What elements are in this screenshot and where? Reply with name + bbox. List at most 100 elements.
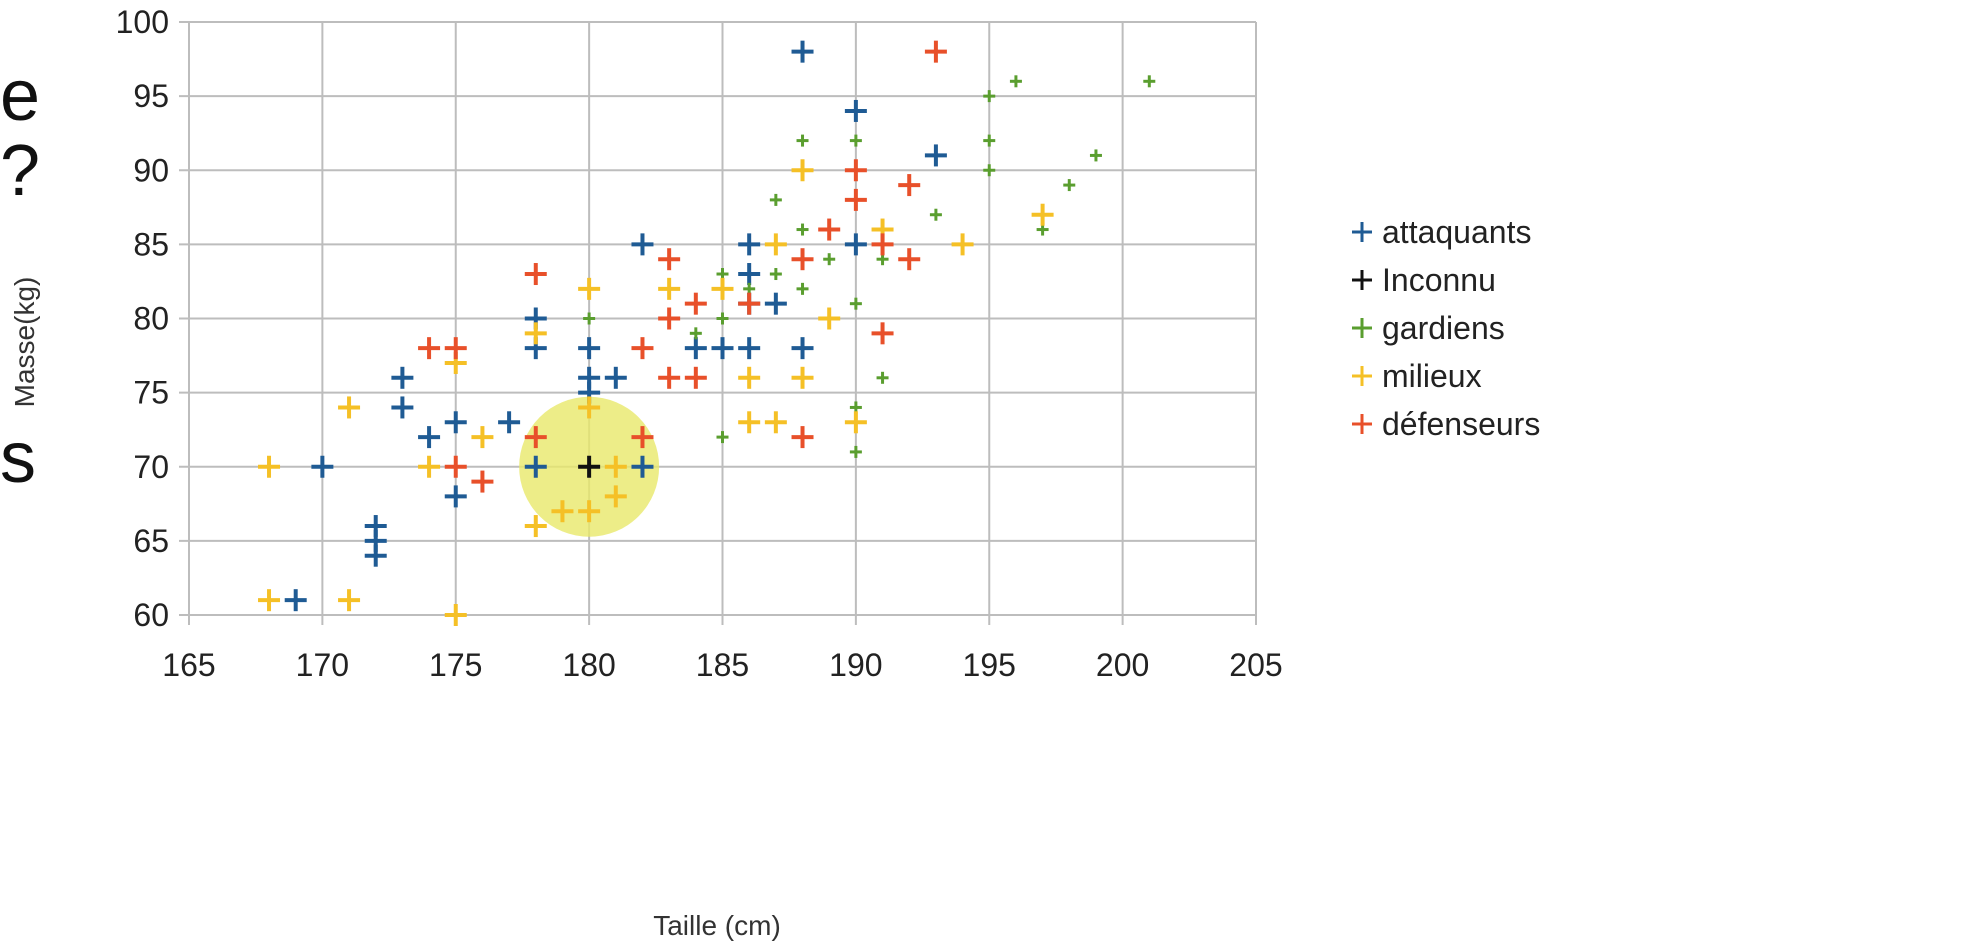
data-point [689,327,702,340]
data-point [284,589,307,612]
data-point [791,159,814,182]
data-point [983,90,996,103]
data-point [849,134,862,147]
data-points [258,40,1156,626]
y-tick-label: 85 [133,226,169,262]
data-point [769,193,782,206]
x-tick-label: 195 [963,647,1016,683]
y-tick-label: 75 [133,375,169,411]
data-point [738,366,761,389]
data-point [711,277,734,300]
data-point [796,282,809,295]
data-point [604,485,627,508]
data-point [658,366,681,389]
data-point [631,337,654,360]
data-point [876,371,889,384]
legend-marker [1352,366,1372,386]
data-point [444,411,467,434]
data-point [818,307,841,330]
data-point [844,411,867,434]
data-point [258,455,281,478]
data-point [684,366,707,389]
data-point [849,297,862,310]
x-tick-label: 175 [429,647,482,683]
data-point [604,455,627,478]
data-point [716,431,729,444]
data-point [524,263,547,286]
data-point [764,233,787,256]
left-text-fragments: e ? s [0,56,40,498]
data-point [924,40,947,63]
data-point [444,455,467,478]
data-point [338,589,361,612]
data-point [418,455,441,478]
data-point [764,411,787,434]
data-point [631,426,654,449]
data-point [716,312,729,325]
data-point [578,277,601,300]
y-tick-label: 90 [133,152,169,188]
data-point [578,337,601,360]
data-point [844,159,867,182]
data-point [791,337,814,360]
y-tick-label: 70 [133,449,169,485]
x-tick-label: 180 [562,647,615,683]
data-point [738,411,761,434]
data-point [311,455,334,478]
data-point [604,366,627,389]
data-point [844,233,867,256]
x-tick-label: 200 [1096,647,1149,683]
data-point [524,426,547,449]
data-point [1063,179,1076,192]
x-tick-label: 205 [1229,647,1282,683]
data-point [684,292,707,315]
data-point [791,426,814,449]
legend-marker [1352,222,1372,242]
data-point [524,455,547,478]
data-point [1031,203,1054,226]
data-point [364,544,387,567]
data-point [631,233,654,256]
data-point [418,426,441,449]
x-tick-labels: 165 170 175 180 185 190 195 200 205 [162,647,1282,683]
data-point [471,470,494,493]
data-point [658,307,681,330]
text-fragment-e: e [0,56,40,136]
data-point [924,144,947,167]
data-point [578,455,601,478]
data-point [898,248,921,271]
data-point [338,396,361,419]
data-point [849,445,862,458]
data-point [524,322,547,345]
data-point [658,277,681,300]
x-tick-label: 165 [162,647,215,683]
y-tick-labels: 60 65 70 75 80 85 90 95 100 [116,4,169,633]
data-point [631,455,654,478]
data-point [844,99,867,122]
legend-label: gardiens [1382,310,1505,346]
data-point [818,218,841,241]
data-point [871,322,894,345]
data-point [391,366,414,389]
data-point [658,248,681,271]
legend-marker [1352,318,1372,338]
data-point [791,40,814,63]
legend-label: attaquants [1382,214,1531,250]
data-point [823,253,836,266]
legend-marker [1352,414,1372,434]
data-point [898,174,921,197]
y-tick-label: 60 [133,597,169,633]
data-point [1089,149,1102,162]
legend: attaquants Inconnu gardiens milieux défenseu… [1352,214,1540,442]
data-point [738,292,761,315]
y-tick-label: 95 [133,78,169,114]
legend-marker [1352,270,1372,290]
data-point [471,426,494,449]
data-point [418,337,441,360]
text-fragment-question: ? [0,131,40,211]
legend-label: défenseurs [1382,406,1540,442]
data-point [764,292,787,315]
x-axis-title: Taille (cm) [653,910,781,941]
y-tick-label: 100 [116,4,169,40]
